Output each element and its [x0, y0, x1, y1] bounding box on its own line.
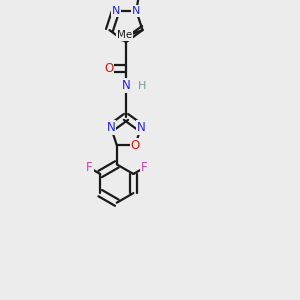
Text: O: O: [130, 139, 140, 152]
Text: O: O: [104, 62, 113, 75]
Text: Me: Me: [117, 30, 132, 40]
Text: N: N: [132, 6, 140, 16]
Text: N: N: [107, 121, 116, 134]
Text: F: F: [86, 161, 93, 174]
Text: F: F: [141, 161, 147, 174]
Text: N: N: [112, 6, 120, 16]
Text: N: N: [122, 79, 130, 92]
Text: N: N: [136, 121, 145, 134]
Text: H: H: [137, 81, 146, 91]
